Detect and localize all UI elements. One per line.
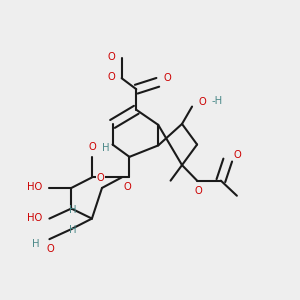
- Text: O: O: [198, 97, 206, 107]
- Text: O: O: [108, 72, 116, 82]
- Text: O: O: [89, 142, 97, 152]
- Text: O: O: [46, 244, 54, 254]
- Text: HO: HO: [27, 182, 42, 192]
- Text: H: H: [102, 143, 110, 153]
- Text: H: H: [68, 226, 76, 236]
- Text: O: O: [164, 73, 172, 83]
- Text: HO: HO: [27, 213, 42, 223]
- Text: O: O: [234, 151, 242, 160]
- Text: H: H: [32, 239, 39, 249]
- Text: O: O: [123, 182, 131, 193]
- Text: H: H: [68, 205, 76, 215]
- Text: O: O: [108, 52, 116, 62]
- Text: O: O: [194, 186, 202, 196]
- Text: -H: -H: [212, 96, 223, 106]
- Text: O: O: [97, 173, 104, 183]
